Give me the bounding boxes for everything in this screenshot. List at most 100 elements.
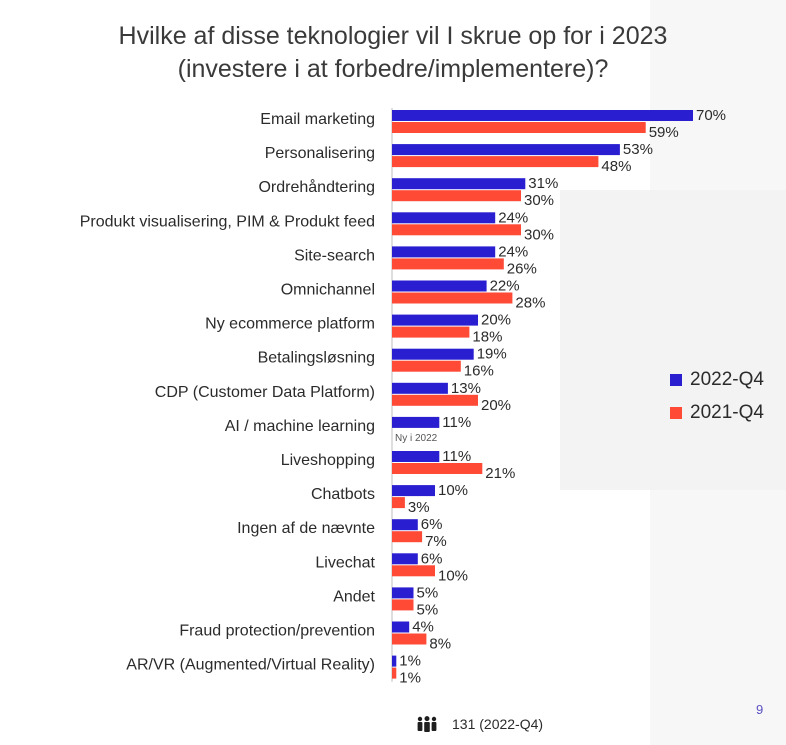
bar-2022-q4 xyxy=(392,144,620,156)
data-label: 26% xyxy=(507,260,537,277)
category-label: Produkt visualisering, PIM & Produkt fee… xyxy=(80,213,375,230)
category-label: Ingen af de nævnte xyxy=(237,520,375,537)
data-label: 7% xyxy=(425,533,447,550)
bar-2021-q4 xyxy=(392,326,470,338)
category-label: Chatbots xyxy=(311,486,375,503)
page-number: 9 xyxy=(756,702,764,717)
legend: 2022-Q4 2021-Q4 xyxy=(670,363,764,429)
category-label: AI / machine learning xyxy=(225,418,375,435)
category-label: Email marketing xyxy=(260,111,375,128)
data-label: 19% xyxy=(477,346,507,363)
chart-title: Hvilke af disse teknologier vil I skrue … xyxy=(0,20,786,86)
data-label: 3% xyxy=(408,499,430,516)
category-label: CDP (Customer Data Platform) xyxy=(155,384,375,401)
bar-2021-q4 xyxy=(392,531,423,543)
data-label: 11% xyxy=(442,448,471,465)
legend-swatch-2021 xyxy=(670,406,682,419)
data-label: 30% xyxy=(524,226,554,243)
bar-2021-q4 xyxy=(392,258,504,270)
new-in-2022-note: Ny i 2022 xyxy=(395,433,438,444)
bar-2022-q4 xyxy=(392,451,440,462)
bar-2022-q4 xyxy=(392,587,414,599)
bar-2021-q4 xyxy=(392,565,435,577)
data-label: 5% xyxy=(417,601,439,618)
data-label: 30% xyxy=(524,192,554,209)
data-label: 20% xyxy=(481,312,511,329)
bar-2022-q4 xyxy=(392,212,496,224)
background-band xyxy=(560,190,786,490)
data-label: 59% xyxy=(649,124,679,141)
title-line-1: Hvilke af disse teknologier vil I skrue … xyxy=(118,22,668,50)
bar-2022-q4 xyxy=(392,246,496,258)
data-label: 21% xyxy=(485,465,515,482)
data-label: 16% xyxy=(464,363,494,380)
bar-2022-q4 xyxy=(392,553,418,565)
bar-2021-q4 xyxy=(392,156,599,168)
data-label: 18% xyxy=(472,329,502,346)
category-label: Betalingsløsning xyxy=(258,350,375,367)
bar-2022-q4 xyxy=(392,280,487,292)
data-label: 10% xyxy=(438,567,468,584)
people-icon xyxy=(417,716,437,732)
data-label: 22% xyxy=(490,278,520,295)
data-label: 4% xyxy=(412,619,434,636)
title-line-2: (investere i at forbedre/implementere)? xyxy=(177,55,609,83)
bar-2022-q4 xyxy=(392,655,397,667)
category-label: AR/VR (Augmented/Virtual Reality) xyxy=(126,657,375,674)
category-label: Fraud protection/prevention xyxy=(179,623,375,640)
bar-2022-q4 xyxy=(392,485,435,497)
data-label: 28% xyxy=(515,295,545,312)
data-label: 5% xyxy=(417,584,439,601)
category-label: Site-search xyxy=(294,247,375,264)
data-label: 6% xyxy=(421,550,443,567)
data-label: 20% xyxy=(481,397,511,414)
bar-2022-q4 xyxy=(392,519,418,531)
bar-2021-q4 xyxy=(392,190,521,202)
respondents-footer: 131 (2022-Q4) xyxy=(416,716,543,732)
bar-2022-q4 xyxy=(392,110,693,121)
bar-chart: Email marketing 70%59%Personalisering 53%4… xyxy=(80,107,726,687)
data-label: 13% xyxy=(451,380,481,397)
data-label: 70% xyxy=(696,107,726,124)
bar-2021-q4 xyxy=(392,224,521,236)
data-label: 11% xyxy=(442,414,471,431)
data-label: 24% xyxy=(498,209,528,226)
bar-2021-q4 xyxy=(392,633,427,645)
data-label: 8% xyxy=(429,636,451,653)
data-label: 53% xyxy=(623,141,653,158)
category-label: Liveshopping xyxy=(281,452,375,469)
legend-label-2022: 2022-Q4 xyxy=(690,368,764,390)
legend-label-2021: 2021-Q4 xyxy=(690,401,764,423)
category-label: Omnichannel xyxy=(281,282,375,299)
bar-2021-q4 xyxy=(392,122,646,133)
bar-2021-q4 xyxy=(392,463,483,474)
data-label: 48% xyxy=(601,158,631,175)
data-label: 6% xyxy=(421,516,443,533)
respondents-count: 131 (2022-Q4) xyxy=(452,716,544,732)
category-label: Ny ecommerce platform xyxy=(205,316,375,333)
bar-2021-q4 xyxy=(392,667,397,679)
category-label: Personalisering xyxy=(265,145,375,162)
legend-swatch-2022 xyxy=(670,373,682,386)
bar-2022-q4 xyxy=(392,416,440,428)
data-label: 31% xyxy=(528,175,558,192)
data-label: 24% xyxy=(498,243,528,260)
legend-item-2022: 2022-Q4 xyxy=(670,363,764,396)
bar-2022-q4 xyxy=(392,348,474,360)
bar-2022-q4 xyxy=(392,178,526,190)
bar-2022-q4 xyxy=(392,314,478,326)
bar-2021-q4 xyxy=(392,360,461,372)
data-label: 10% xyxy=(438,482,468,499)
data-label: 1% xyxy=(399,670,421,687)
category-label: Livechat xyxy=(315,554,375,571)
bar-2021-q4 xyxy=(392,292,513,304)
bar-2022-q4 xyxy=(392,382,448,394)
bar-2021-q4 xyxy=(392,497,405,509)
legend-item-2021: 2021-Q4 xyxy=(670,396,764,429)
bar-2021-q4 xyxy=(392,599,414,611)
category-label: Andet xyxy=(333,588,375,605)
category-label: Ordrehåndtering xyxy=(258,178,375,196)
data-label: 1% xyxy=(399,653,421,670)
bar-2021-q4 xyxy=(392,394,478,406)
bar-2022-q4 xyxy=(392,621,410,633)
